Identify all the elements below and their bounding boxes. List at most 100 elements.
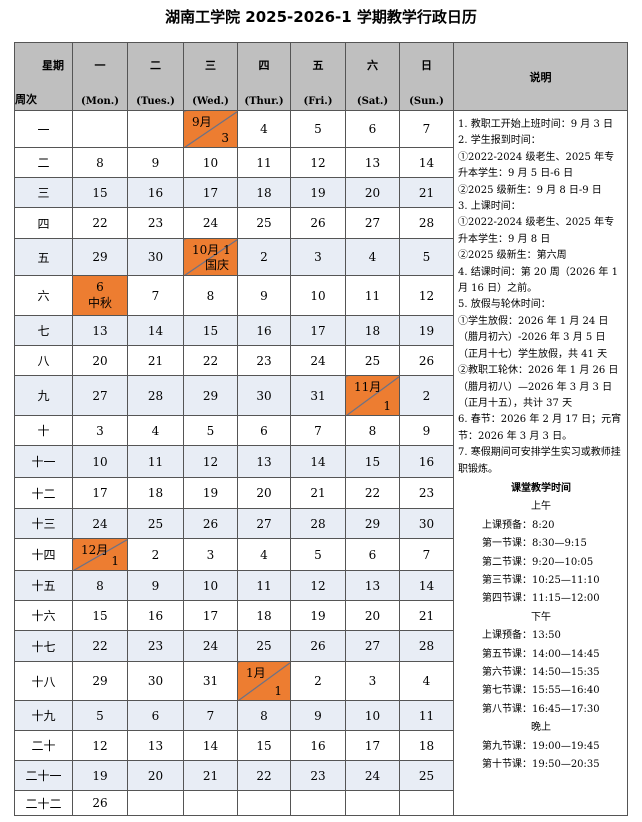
day-cell: 7 xyxy=(183,700,238,731)
day-cell: 14 xyxy=(399,147,454,178)
empty-cell xyxy=(127,110,184,148)
day-cell: 13 xyxy=(345,570,400,601)
day-cn: 五 xyxy=(312,59,324,72)
day-cell: 13 xyxy=(345,147,400,178)
schedule-item: 第五节课：14:00—14:45 xyxy=(482,648,600,660)
day-cell: 28 xyxy=(399,207,454,239)
day-cell: 16 xyxy=(399,445,454,478)
day-cell: 3 xyxy=(345,661,400,701)
empty-cell xyxy=(345,790,400,816)
week-label: 二 xyxy=(14,147,73,178)
day-cell: 11 xyxy=(237,570,291,601)
day-cell: 3 xyxy=(72,415,128,446)
holiday-cell: 12月 1 xyxy=(72,538,128,571)
day-cell: 13 xyxy=(127,730,184,761)
day-cell: 10 xyxy=(72,445,128,478)
day-cell: 5 xyxy=(399,238,454,276)
schedule-item: 第八节课：16:45—17:30 xyxy=(482,703,600,715)
day-cell: 16 xyxy=(290,730,346,761)
day-cell: 12 xyxy=(72,730,128,761)
day-cell: 21 xyxy=(399,600,454,631)
day-cn: 二 xyxy=(150,59,161,72)
day-cell: 6 xyxy=(345,538,400,571)
day-cell: 25 xyxy=(237,630,291,662)
week-label: 十三 xyxy=(14,508,73,539)
title: 湖南工学院 2025-2026-1 学期教学行政日历 xyxy=(165,8,477,26)
day-cell: 12 xyxy=(290,570,346,601)
note: ①2022-2024 级老生、2025 年专升本学生：9 月 5 日-6 日 xyxy=(458,151,615,180)
note: 6. 春节：2026 年 2 月 17 日；元宵节：2026 年 3 月 3 日… xyxy=(458,414,622,442)
schedule-section: 上午 xyxy=(531,501,551,513)
day-cell: 26 xyxy=(399,345,454,376)
schedule-item: 第六节课：14:50—15:35 xyxy=(482,667,600,678)
holiday-cell: 1月 1 xyxy=(237,661,291,701)
day-cell: 17 xyxy=(72,477,128,509)
day-cell: 6 xyxy=(237,415,291,446)
schedule-item: 第四节课：11:15—12:00 xyxy=(482,593,600,605)
week-label: 十五 xyxy=(14,570,73,601)
day-cell: 4 xyxy=(237,110,291,148)
week-label: 三 xyxy=(14,177,73,208)
schedule-item: 上课预备：13:50 xyxy=(482,630,561,642)
day-cell: 27 xyxy=(345,207,400,239)
day-cell: 29 xyxy=(345,508,400,539)
day-cn: 日 xyxy=(421,59,432,72)
day-cell: 15 xyxy=(72,600,128,631)
day-cell: 14 xyxy=(127,315,184,346)
holiday-cell: 10月 1 国庆 xyxy=(183,238,238,276)
day-cell: 11 xyxy=(399,700,454,731)
week-row: 六 6 中秋 7 8 9 10 11 12 xyxy=(14,275,628,316)
day-cell: 10 xyxy=(290,275,346,316)
day-cell: 8 xyxy=(237,700,291,731)
day-cell: 9 xyxy=(127,570,184,601)
day-cell: 15 xyxy=(183,315,238,346)
day-cell: 29 xyxy=(183,375,238,416)
day-cell: 17 xyxy=(345,730,400,761)
day-cell: 3 xyxy=(183,538,238,571)
day-cell: 2 xyxy=(127,538,184,571)
day-header: 四 (Thur.) xyxy=(237,42,291,111)
week-label: 四 xyxy=(14,207,73,239)
notes-header: 说明 xyxy=(453,42,628,111)
day-cell: 25 xyxy=(399,760,454,791)
day-cell: 19 xyxy=(72,760,128,791)
day-cell: 24 xyxy=(290,345,346,376)
day-cell: 18 xyxy=(345,315,400,346)
cell-bottom: 1 xyxy=(111,554,119,568)
day-cell: 22 xyxy=(183,345,238,376)
note: 2. 学生报到时间： xyxy=(458,135,541,147)
day-cell: 18 xyxy=(127,477,184,509)
week-label: 十六 xyxy=(14,600,73,631)
day-cell: 4 xyxy=(237,538,291,571)
note: 5. 放假与轮休时间： xyxy=(458,299,551,311)
day-cell: 16 xyxy=(127,177,184,208)
schedule: 课堂教学时间 上午 上课预备：8:20 第一节课：8:30—9:15 第二节课：9:20… xyxy=(458,480,624,775)
day-cell: 22 xyxy=(345,477,400,509)
day-cell: 14 xyxy=(290,445,346,478)
schedule-item: 上课预备：8:20 xyxy=(482,519,555,531)
day-cell: 12 xyxy=(399,275,454,316)
day-cell: 22 xyxy=(72,207,128,239)
day-cell: 26 xyxy=(290,630,346,662)
day-cell: 30 xyxy=(127,661,184,701)
week-label: 二十 xyxy=(14,730,73,761)
day-cell: 5 xyxy=(290,538,346,571)
empty-cell xyxy=(237,790,291,816)
week-label: 十七 xyxy=(14,630,73,662)
cell-top: 12月 xyxy=(81,543,109,557)
week-label: 五 xyxy=(14,238,73,276)
day-cell: 25 xyxy=(237,207,291,239)
note: ②2025 级新生：9 月 8 日-9 日 xyxy=(458,184,602,196)
day-cell: 29 xyxy=(72,661,128,701)
day-cell: 28 xyxy=(399,630,454,662)
day-header: 三 (Wed.) xyxy=(183,42,238,111)
day-cell: 24 xyxy=(183,207,238,239)
empty-cell xyxy=(127,790,184,816)
day-cell: 11 xyxy=(127,445,184,478)
note: 4. 结课时间：第 20 周（2026 年 1 月 16 日）之前。 xyxy=(458,266,618,295)
corner-top: 星期 xyxy=(42,59,64,72)
cell-bottom: 1 xyxy=(383,399,391,413)
day-cell: 27 xyxy=(237,508,291,539)
day-cell: 31 xyxy=(183,661,238,701)
note: ①学生放假：2026 年 1 月 24 日（腊月初六）-2026 年 3 月 5… xyxy=(458,315,609,360)
